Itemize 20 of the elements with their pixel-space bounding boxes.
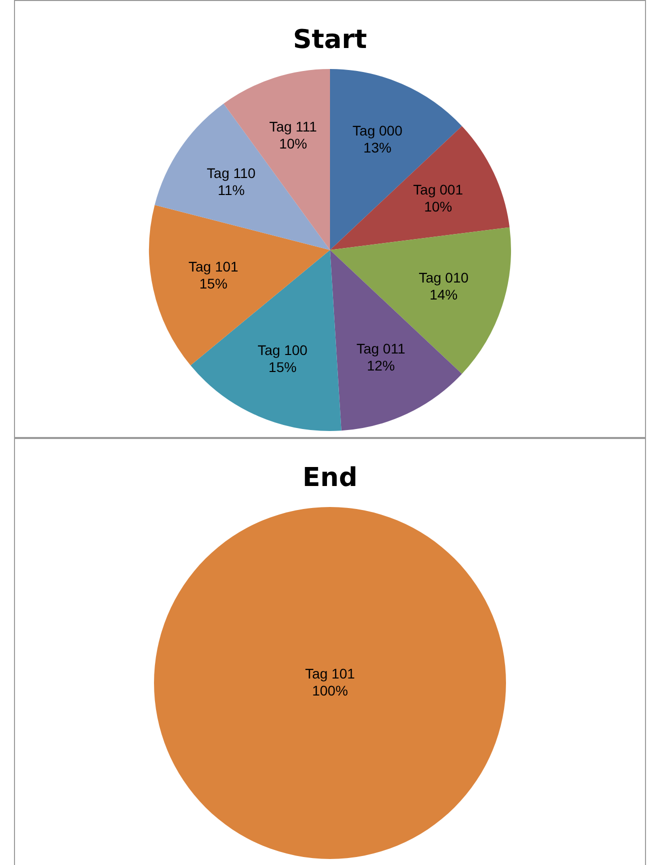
slice-label: Tag 101 [188,258,239,274]
data-label: 13% [363,140,392,156]
chart-title: Start [292,25,368,55]
slice-label: Tag 101 [305,665,356,682]
data-label: 12% [366,357,395,374]
data-label: 100% [312,682,348,698]
slice-label: Tag 100 [258,342,308,358]
data-label: 15% [199,275,228,292]
data-label: 10% [424,198,452,214]
slice-label: Tag 111 [269,118,318,135]
data-label: 14% [430,286,458,302]
slice-label: Tag 110 [206,165,256,182]
chart-title: End [302,463,358,493]
data-label: 11% [218,182,245,198]
slice-label: Tag 010 [418,269,469,286]
data-label: 10% [279,136,308,152]
slice-label: Tag 000 [352,122,403,139]
slice-label: Tag 001 [413,181,464,198]
data-label: 15% [268,358,297,375]
slice-label: Tag 011 [356,340,406,356]
